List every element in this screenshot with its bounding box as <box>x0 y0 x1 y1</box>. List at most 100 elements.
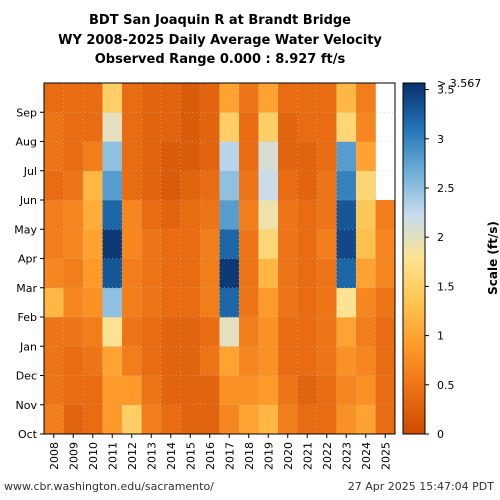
chart-title-line-2: WY 2008-2025 Daily Average Water Velocit… <box>58 33 382 48</box>
heatmap-cell <box>141 229 162 259</box>
x-tick-label: 2019 <box>262 442 275 470</box>
heatmap-cell <box>356 375 376 406</box>
heatmap-cell <box>102 229 123 259</box>
heatmap-cell <box>239 200 259 230</box>
heatmap-cell <box>161 258 181 289</box>
heatmap-cell <box>63 83 84 113</box>
heatmap-cell <box>200 229 220 259</box>
heatmap-cell <box>44 112 64 142</box>
heatmap-cell <box>44 200 64 230</box>
heatmap-cell <box>141 112 162 142</box>
x-tick-label: 2011 <box>106 442 119 470</box>
heatmap-cell <box>356 200 376 230</box>
heatmap-cell <box>200 258 220 289</box>
heatmap-cell <box>102 287 123 318</box>
heatmap-cell <box>258 346 279 376</box>
y-tick-label: Dec <box>16 370 37 383</box>
colorbar-ticks: 0 0.5 1 1.5 2 2.5 3 3.5 <box>425 84 455 441</box>
heatmap-cell <box>161 287 181 318</box>
heatmap-cell <box>297 112 318 142</box>
heatmap-cell <box>258 258 279 289</box>
heatmap-cell <box>83 112 103 142</box>
heatmap-cell <box>200 112 220 142</box>
heatmap-cell <box>278 375 298 406</box>
footer-timestamp: 27 Apr 2025 15:47:04 PDT <box>348 480 495 493</box>
y-tick-label: Feb <box>18 311 37 324</box>
y-tick-label: Mar <box>16 282 37 295</box>
heatmap-cell <box>161 404 181 435</box>
heatmap-cell <box>297 170 318 201</box>
heatmap-cell <box>278 404 298 435</box>
heatmap-cell <box>239 404 259 435</box>
heatmap-cell <box>239 346 259 376</box>
heatmap-cell <box>180 346 201 376</box>
y-tick-label: May <box>14 223 37 236</box>
heatmap-cell <box>336 141 357 172</box>
heatmap-cell <box>278 346 298 376</box>
heatmap-cell <box>297 346 318 376</box>
heatmap-cell <box>83 141 103 172</box>
x-tick-label: 2008 <box>48 442 61 470</box>
heatmap-cell <box>219 200 240 230</box>
heatmap-cell <box>239 83 259 113</box>
heatmap-cell <box>200 287 220 318</box>
heatmap-cell <box>356 346 376 376</box>
heatmap-cell <box>297 83 318 113</box>
colorbar-tick-label: 3 <box>437 133 444 146</box>
heatmap-cell <box>375 375 396 406</box>
heatmap-cell <box>375 258 396 289</box>
heatmap-cell <box>141 317 162 347</box>
heatmap-cell <box>63 170 84 201</box>
heatmap-cell <box>102 112 123 142</box>
heatmap-cell <box>200 170 220 201</box>
x-tick-label: 2009 <box>67 442 80 470</box>
heatmap-cell <box>239 375 259 406</box>
heatmap-cell <box>356 112 376 142</box>
y-tick-label: Jun <box>19 194 37 207</box>
heatmap-cell <box>83 258 103 289</box>
x-tick-label: 2017 <box>223 442 236 470</box>
heatmap-cell <box>297 317 318 347</box>
heatmap-cell <box>44 404 64 435</box>
heatmap-cell <box>122 346 142 376</box>
heatmap-cell <box>219 317 240 347</box>
heatmap-cell <box>180 258 201 289</box>
heatmap-cell <box>317 404 337 435</box>
heatmap-cell <box>44 83 64 113</box>
colorbar-axis-label: Scale (ft/s) <box>486 221 500 295</box>
heatmap-cell <box>219 112 240 142</box>
heatmap-cell <box>219 170 240 201</box>
heatmap-cell <box>102 141 123 172</box>
heatmap-cell <box>375 287 396 318</box>
heatmap-cell <box>317 229 337 259</box>
heatmap-cell <box>102 170 123 201</box>
heatmap-cell <box>122 287 142 318</box>
heatmap-cell <box>336 404 357 435</box>
heatmap-cell <box>122 83 142 113</box>
x-tick-label: 2010 <box>87 442 100 470</box>
heatmap-cell <box>219 258 240 289</box>
colorbar-top-label: > 3.567 <box>437 77 481 90</box>
heatmap-cell <box>239 141 259 172</box>
x-tick-label: 2025 <box>379 442 392 470</box>
heatmap-cell <box>83 375 103 406</box>
heatmap-cell <box>63 112 84 142</box>
heatmap-cell <box>278 317 298 347</box>
heatmap-cell <box>180 200 201 230</box>
heatmap-cell <box>102 200 123 230</box>
heatmap-cell <box>239 258 259 289</box>
heatmap-cell <box>161 170 181 201</box>
heatmap-cell <box>161 317 181 347</box>
heatmap-cells <box>44 83 396 435</box>
heatmap-cell <box>278 170 298 201</box>
heatmap-cell <box>44 170 64 201</box>
heatmap-cell <box>219 404 240 435</box>
heatmap-cell <box>122 200 142 230</box>
heatmap-cell <box>375 229 396 259</box>
colorbar <box>402 82 426 435</box>
heatmap-cell <box>44 287 64 318</box>
heatmap-cell <box>122 229 142 259</box>
heatmap-cell <box>102 375 123 406</box>
heatmap-cell <box>317 317 337 347</box>
